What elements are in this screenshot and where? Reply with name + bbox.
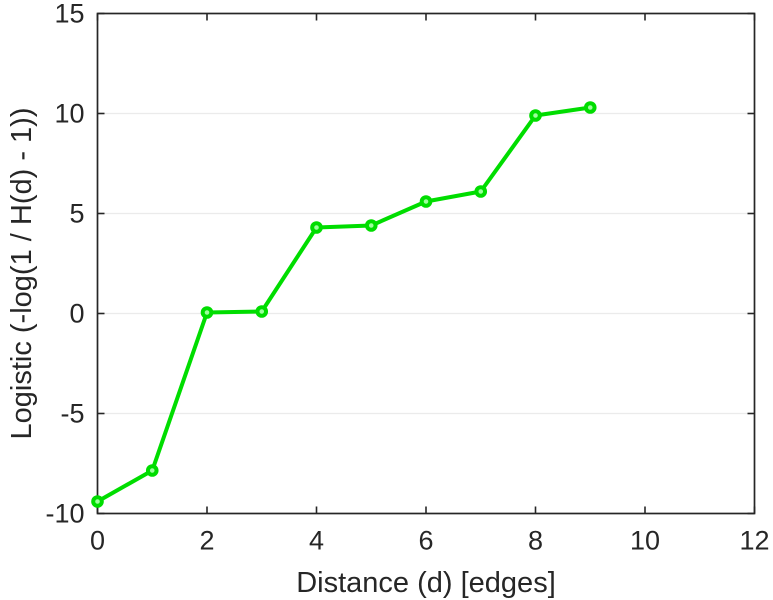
data-point — [145, 464, 159, 477]
data-point — [255, 305, 269, 318]
y-tick-label: 10 — [54, 99, 84, 129]
y-axis-label: Logistic (-log(1 / H(d) - 1)) — [6, 108, 38, 440]
y-tick-label: 0 — [69, 299, 84, 329]
data-point — [364, 219, 378, 232]
x-tick-label: 12 — [739, 526, 769, 556]
y-tick-label: 15 — [54, 0, 84, 29]
data-point — [419, 195, 433, 208]
data-point — [91, 495, 104, 508]
x-axis-label: Distance (d) [edges] — [296, 567, 556, 599]
data-point — [200, 306, 214, 319]
data-point — [474, 185, 488, 198]
x-tick-label: 0 — [90, 526, 105, 556]
x-tick-label: 6 — [418, 526, 433, 556]
data-point — [310, 221, 323, 234]
plot-frame — [96, 12, 756, 515]
data-line — [95, 105, 593, 504]
x-tick-label: 10 — [630, 526, 660, 556]
y-tick-label: -5 — [60, 399, 84, 429]
x-tick-label: 8 — [528, 526, 543, 556]
data-point — [583, 101, 597, 114]
data-point — [529, 109, 542, 122]
y-tick-label: -10 — [45, 499, 84, 529]
x-tick-label: 4 — [309, 526, 324, 556]
y-tick-label: 5 — [69, 199, 84, 229]
x-tick-label: 2 — [199, 526, 214, 556]
